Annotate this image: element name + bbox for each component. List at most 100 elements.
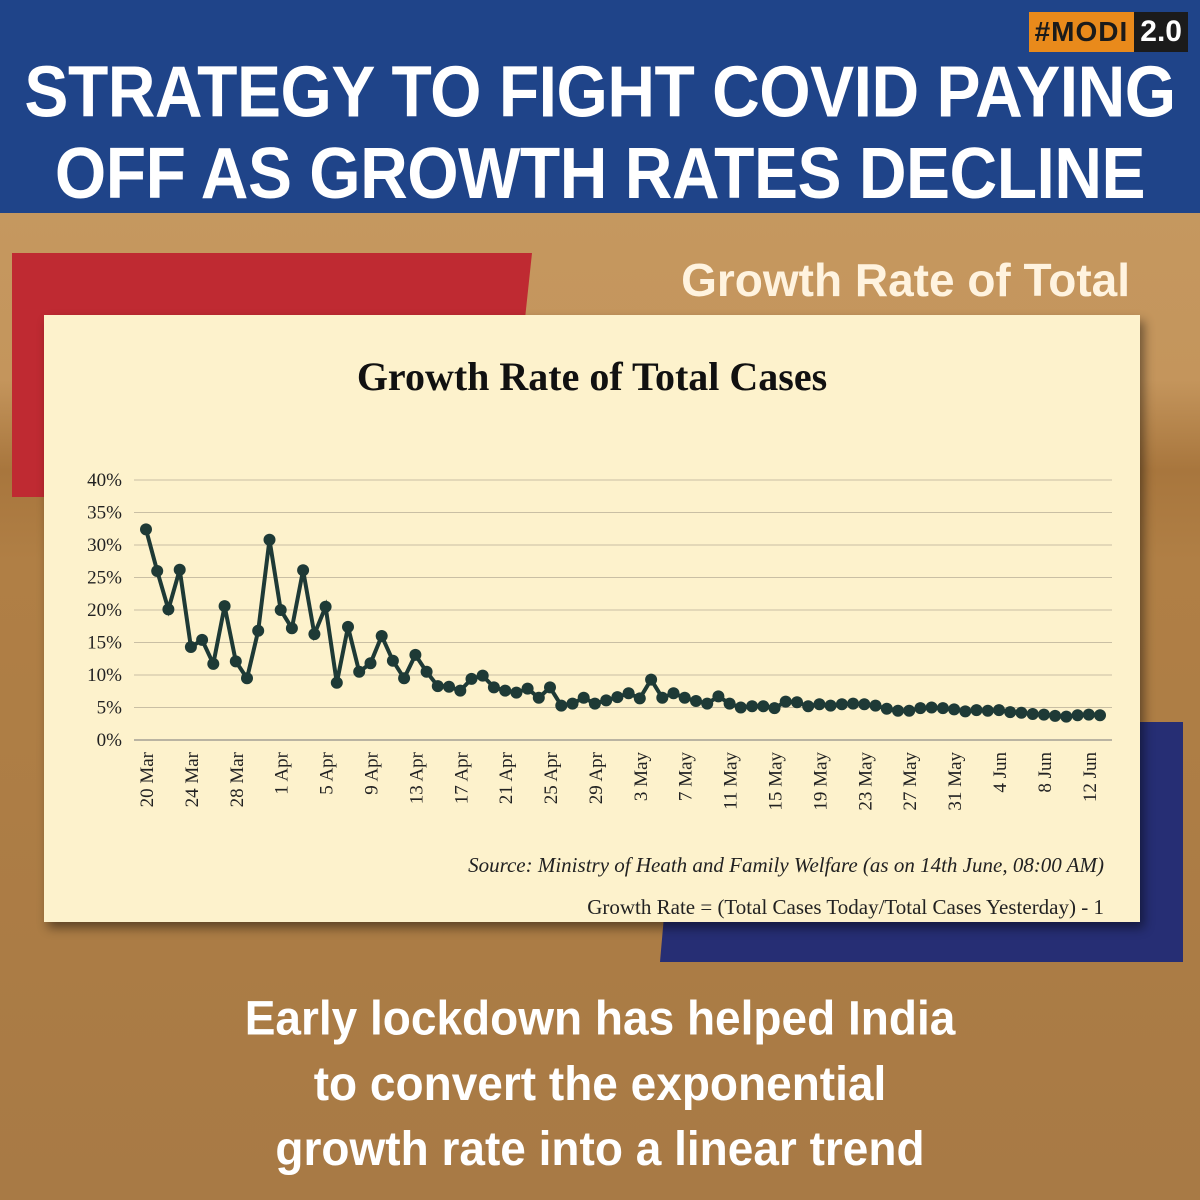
- data-point: [948, 703, 961, 716]
- data-point: [510, 686, 523, 699]
- modi-badge: #MODI 2.0: [1028, 12, 1188, 52]
- x-tick-label: 17 Apr: [451, 751, 472, 804]
- x-tick-label: 8 Jun: [1035, 752, 1056, 793]
- data-point: [375, 630, 388, 642]
- data-point: [532, 691, 545, 704]
- data-point: [678, 691, 691, 704]
- data-point: [645, 673, 658, 686]
- y-tick-label: 15%: [87, 633, 122, 654]
- x-tick-label: 5 Apr: [317, 751, 338, 794]
- chart-source: Source: Ministry of Heath and Family Wel…: [468, 853, 1104, 877]
- data-point: [914, 702, 927, 715]
- badge-version: 2.0: [1134, 12, 1188, 52]
- badge-hashtag: #MODI: [1028, 12, 1135, 52]
- data-point: [1026, 708, 1039, 720]
- data-point: [409, 648, 422, 661]
- x-tick-label: 31 May: [945, 752, 966, 811]
- chart-formula: Growth Rate = (Total Cases Today/Total C…: [587, 895, 1104, 919]
- chart-title: Growth Rate of Total Cases: [356, 354, 828, 399]
- y-tick-label: 5%: [97, 698, 123, 719]
- y-tick-label: 35%: [87, 503, 122, 524]
- data-point: [723, 697, 736, 710]
- data-point: [364, 657, 377, 670]
- data-point: [173, 563, 186, 576]
- x-tick-label: 27 May: [900, 752, 921, 811]
- bottom-caption: Early lockdown has helped India to conve…: [0, 985, 1200, 1180]
- data-point: [892, 704, 904, 717]
- y-tick-label: 20%: [87, 600, 122, 621]
- data-point: [297, 564, 310, 577]
- data-point: [162, 603, 175, 616]
- data-point: [319, 600, 332, 613]
- data-point: [746, 700, 759, 713]
- data-point: [768, 702, 781, 715]
- x-tick-label: 25 Apr: [541, 751, 562, 804]
- data-point: [880, 702, 893, 715]
- data-point: [330, 676, 343, 689]
- data-point: [757, 700, 770, 713]
- data-point: [566, 697, 579, 710]
- x-tick-label: 28 Mar: [227, 751, 248, 807]
- data-point: [690, 695, 702, 707]
- data-point: [151, 565, 164, 577]
- data-point: [1037, 708, 1050, 721]
- x-tick-label: 11 May: [721, 752, 742, 810]
- data-point: [521, 682, 534, 695]
- data-point: [229, 655, 242, 668]
- data-point: [813, 698, 826, 711]
- data-point: [308, 628, 321, 641]
- bottom-caption-line-3: growth rate into a linear trend: [275, 1120, 925, 1176]
- data-point: [218, 600, 231, 613]
- x-tick-label: 29 Apr: [586, 751, 607, 804]
- data-point: [847, 697, 860, 710]
- data-point: [588, 697, 601, 710]
- data-point: [667, 687, 680, 700]
- data-point: [487, 681, 500, 694]
- headline: STRATEGY TO FIGHT COVID PAYING OFF AS GR…: [0, 51, 1200, 214]
- data-point: [701, 697, 714, 710]
- data-point: [476, 669, 489, 682]
- data-point: [925, 701, 938, 714]
- data-point: [600, 694, 613, 707]
- x-tick-label: 7 May: [676, 752, 697, 802]
- data-point: [734, 701, 747, 714]
- data-point: [824, 699, 837, 712]
- headline-line-1: STRATEGY TO FIGHT COVID PAYING: [24, 50, 1176, 132]
- y-tick-label: 40%: [87, 470, 122, 491]
- data-point: [420, 665, 433, 678]
- data-point: [858, 698, 871, 711]
- y-tick-label: 25%: [87, 568, 122, 589]
- data-point: [1060, 710, 1073, 723]
- data-point: [544, 681, 556, 694]
- y-tick-label: 30%: [87, 535, 122, 556]
- data-point: [386, 654, 399, 667]
- data-point: [454, 684, 467, 697]
- data-point: [342, 620, 354, 633]
- data-point: [959, 705, 972, 718]
- x-tick-label: 21 Apr: [496, 751, 517, 804]
- data-point: [431, 680, 444, 693]
- x-tick-label: 13 Apr: [406, 751, 427, 804]
- data-point: [993, 704, 1005, 717]
- x-tick-label: 15 May: [766, 752, 787, 811]
- data-point: [241, 672, 253, 685]
- data-point: [633, 692, 646, 705]
- x-tick-label: 3 May: [631, 752, 652, 802]
- x-tick-label: 4 Jun: [990, 752, 1011, 793]
- data-point: [263, 533, 276, 546]
- data-point: [622, 687, 635, 700]
- data-point: [1094, 709, 1106, 722]
- bottom-caption-line-2: to convert the exponential: [313, 1055, 887, 1111]
- data-point: [791, 696, 803, 709]
- x-tick-label: 9 Apr: [361, 751, 382, 794]
- data-point: [802, 700, 815, 713]
- data-point: [903, 704, 916, 717]
- data-point: [1004, 706, 1017, 719]
- data-point: [274, 604, 287, 616]
- data-point: [656, 691, 669, 704]
- x-tick-label: 1 Apr: [272, 751, 293, 794]
- data-point: [1015, 706, 1028, 719]
- x-tick-label: 20 Mar: [137, 751, 158, 807]
- x-tick-label: 12 Jun: [1080, 752, 1101, 803]
- x-tick-label: 19 May: [810, 752, 831, 811]
